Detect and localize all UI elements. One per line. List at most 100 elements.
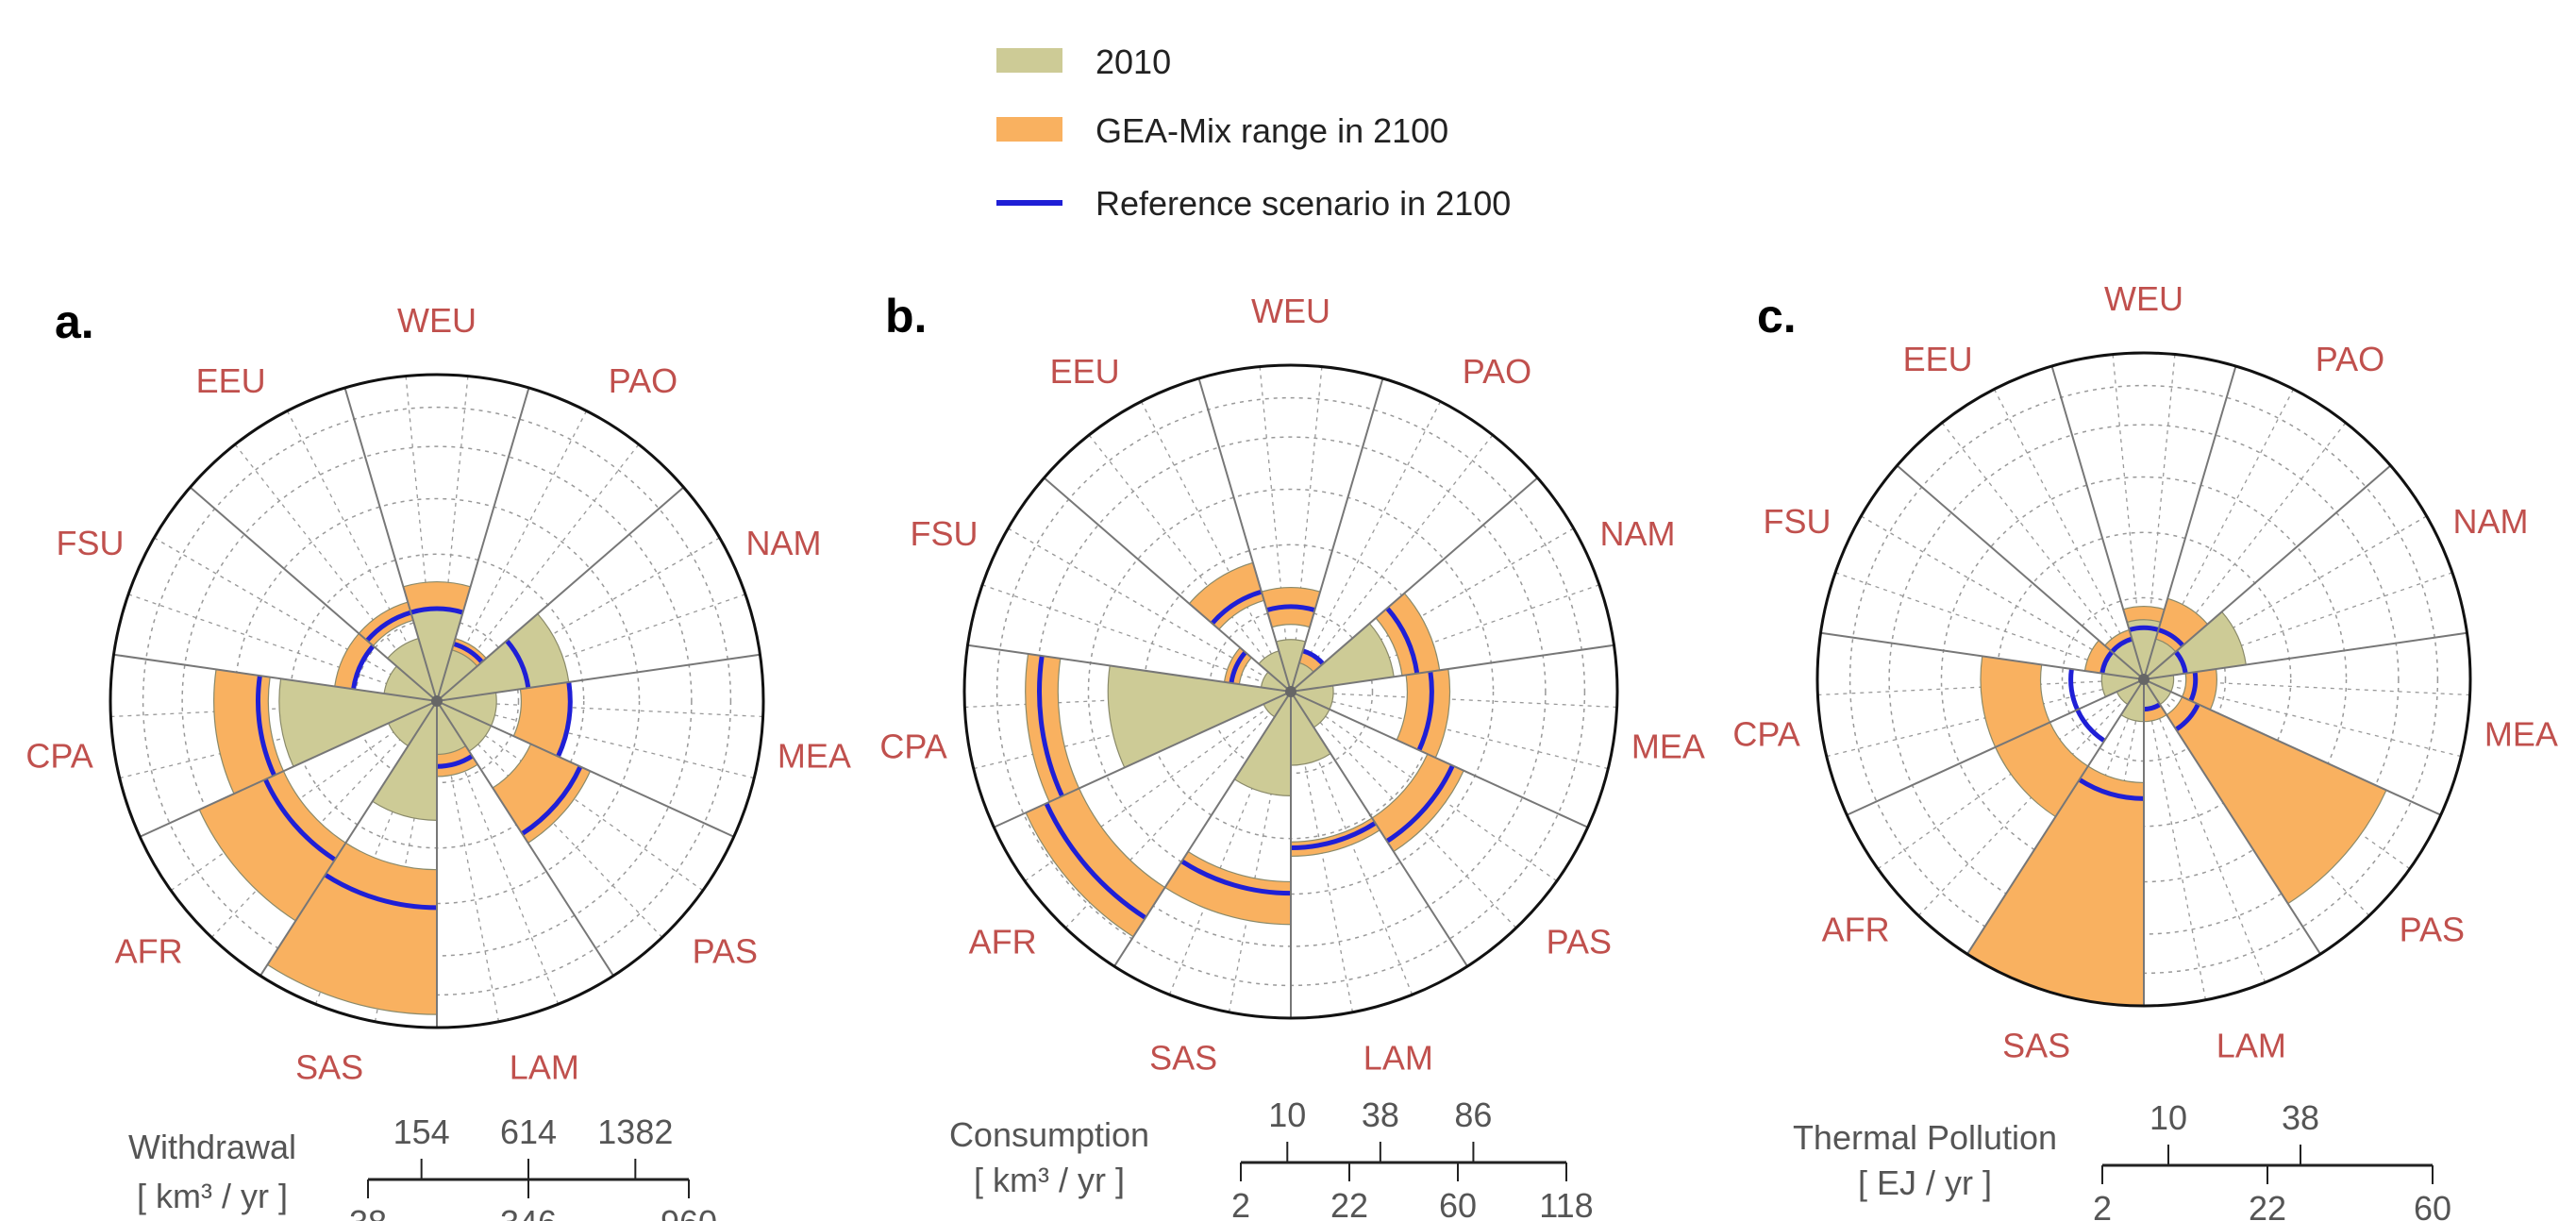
sector-divider: [436, 653, 761, 702]
region-label-lam: LAM: [510, 1048, 579, 1087]
grid-radial: [1993, 389, 2145, 680]
region-label-sas: SAS: [2002, 1027, 2070, 1065]
scale-tick-bottom-label: 346: [500, 1203, 557, 1221]
grid-radial: [170, 700, 438, 892]
reference-arc-pas: [1385, 764, 1455, 844]
sector-divider: [1113, 691, 1292, 967]
scale-tick-bottom-label: 60: [2414, 1189, 2451, 1221]
reference-arc-weu: [2128, 625, 2160, 632]
grid-radial: [1140, 401, 1292, 693]
scale-tick-top-label: 1382: [597, 1112, 673, 1151]
gea-range-bar-lam: [1290, 817, 1381, 858]
gea-range-bar-pas: [2166, 695, 2387, 905]
scale-title: Thermal Pollution: [1793, 1118, 2057, 1157]
sector-divider: [1197, 377, 1292, 693]
region-label-eeu: EEU: [1050, 352, 1120, 391]
grid-radial: [154, 537, 438, 702]
reference-arc-cpa: [1037, 655, 1064, 797]
sector-divider: [436, 387, 530, 702]
outer-ring: [962, 363, 1619, 1020]
region-label-pao: PAO: [1463, 352, 1531, 391]
sector-divider: [1896, 464, 2145, 680]
region-label-sas: SAS: [1149, 1039, 1217, 1078]
region-label-nam: NAM: [2452, 502, 2528, 541]
reference-arc-afr: [263, 778, 337, 862]
reference-arc-lam: [1290, 821, 1377, 851]
scale-tick-top-label: 614: [500, 1112, 557, 1151]
grid-radial: [1290, 691, 1617, 709]
scale-tick-bottom-label: 2: [2093, 1189, 2112, 1221]
sector-divider: [436, 700, 614, 977]
sector-divider: [1846, 678, 2145, 816]
reference-arc-weu: [1265, 604, 1316, 612]
reference-arc-afr: [1044, 802, 1147, 920]
scale-tick-top-label: 38: [1362, 1096, 1399, 1134]
bar-2010-cpa: [278, 677, 440, 768]
region-label-cpa: CPA: [25, 736, 92, 775]
grid-radial: [1290, 691, 1609, 770]
region-label-sas: SAS: [295, 1048, 363, 1087]
panel-a: a. WEU PAO NAM MEA PAS LAM SAS AFR CPA FSU EEU 154 61…: [25, 295, 850, 1221]
region-label-afr: AFR: [115, 932, 183, 971]
region-label-afr: AFR: [969, 923, 1037, 962]
sector-divider: [2143, 631, 2467, 680]
region-label-lam: LAM: [1363, 1039, 1433, 1078]
region-label-mea: MEA: [778, 736, 851, 775]
region-label-pas: PAS: [693, 932, 758, 971]
center-dot: [431, 695, 443, 707]
sector-divider: [1290, 691, 1589, 828]
reference-arc-eeu: [1210, 589, 1263, 626]
outer-ring: [109, 373, 765, 1029]
sector-divider: [2143, 464, 2392, 680]
region-label-fsu: FSU: [911, 514, 979, 553]
center-dot: [2138, 674, 2149, 685]
chart-legend: 2010 GEA-Mix range in 2100 Reference scena…: [996, 42, 1511, 223]
panel-letter: c.: [1757, 290, 1797, 343]
reference-arc-nam: [1385, 606, 1420, 675]
reference-arc-mea: [556, 681, 573, 758]
reference-arc-eeu: [365, 610, 412, 643]
sector-divider: [113, 653, 438, 702]
sector-divider: [259, 700, 438, 977]
scale-tick-top-label: 86: [1454, 1096, 1492, 1134]
region-label-pas: PAS: [1547, 923, 1612, 962]
legend-swatch-1: [996, 117, 1062, 142]
region-label-nam: NAM: [745, 524, 821, 562]
sector-divider: [1966, 678, 2145, 955]
panel-letter: b.: [885, 290, 927, 343]
scale-tick-top-label: 10: [2149, 1098, 2187, 1137]
scale-tick-bottom-label: 22: [1330, 1186, 1368, 1221]
reference-arc-weu: [410, 606, 464, 615]
scale-unit: [ km³ / yr ]: [974, 1161, 1125, 1199]
scale-unit: [ km³ / yr ]: [137, 1177, 288, 1215]
reference-arc-pas: [521, 765, 583, 836]
scale-tick-bottom-label: 60: [1439, 1186, 1477, 1221]
reference-arc-pas: [2174, 703, 2200, 732]
scale-tick-bottom-label: 22: [2249, 1189, 2286, 1221]
grid-radial: [127, 594, 438, 702]
region-label-weu: WEU: [1251, 292, 1330, 330]
sector-divider: [1290, 691, 1468, 967]
grid-radial: [1941, 422, 2145, 680]
sector-divider: [436, 700, 735, 838]
region-label-eeu: EEU: [1903, 340, 1973, 378]
region-label-nam: NAM: [1599, 514, 1675, 553]
reference-arc-pao: [453, 641, 484, 664]
legend-label-1: GEA-Mix range in 2100: [1096, 111, 1448, 150]
scale-title: Consumption: [949, 1115, 1149, 1154]
scale-tick-top-label: 10: [1268, 1096, 1306, 1134]
reference-arc-cpa: [256, 675, 276, 777]
sector-divider: [993, 691, 1292, 828]
grid-radial: [2143, 678, 2267, 983]
grid-radial: [1290, 366, 1323, 693]
sector-divider: [1290, 377, 1384, 693]
sector-divider: [2143, 365, 2237, 680]
sector-divider: [2050, 365, 2145, 680]
region-label-mea: MEA: [1631, 727, 1705, 765]
sector-divider: [189, 486, 438, 702]
grid-radial: [210, 700, 438, 938]
legend-swatch-0: [996, 48, 1062, 73]
scale-tick-top-label: 154: [393, 1112, 450, 1151]
panel-letter: a.: [55, 295, 94, 348]
